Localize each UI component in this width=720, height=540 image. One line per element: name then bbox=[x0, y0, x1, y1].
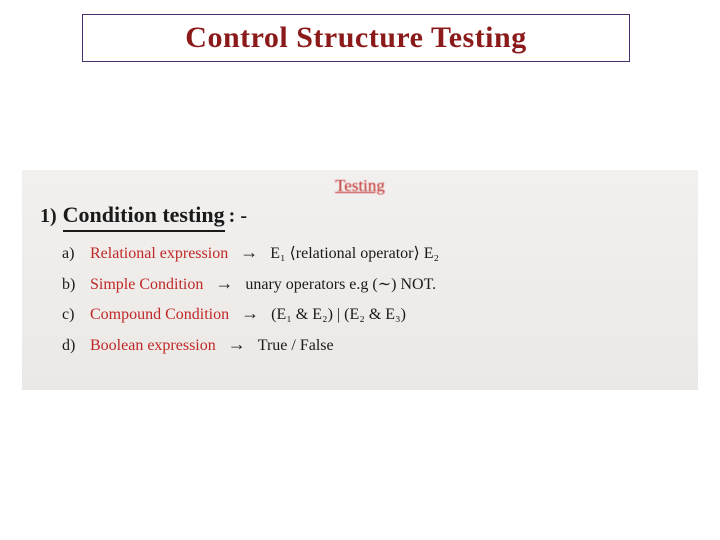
heading-suffix: : - bbox=[229, 205, 247, 228]
whiteboard-top-word: Testing bbox=[40, 176, 680, 196]
heading-row: 1) Condition testing : - bbox=[40, 202, 680, 232]
item-letter: a) bbox=[62, 243, 82, 265]
item-term: Simple Condition bbox=[90, 274, 203, 296]
item-letter: d) bbox=[62, 335, 82, 357]
item-letter: c) bbox=[62, 304, 82, 326]
arrow-icon: → bbox=[215, 271, 233, 295]
list-item: b) Simple Condition → unary operators e.… bbox=[62, 271, 680, 296]
arrow-icon: → bbox=[241, 301, 259, 325]
list-item: c) Compound Condition → (E₁ & E₂) | (E₂ … bbox=[62, 301, 680, 326]
item-list: a) Relational expression → E₁ ⟨relationa… bbox=[62, 240, 680, 356]
heading-text: Condition testing bbox=[63, 202, 225, 232]
item-letter: b) bbox=[62, 274, 82, 296]
page-title: Control Structure Testing bbox=[185, 21, 526, 55]
heading-number: 1) bbox=[40, 205, 57, 228]
title-box: Control Structure Testing bbox=[82, 14, 630, 62]
arrow-icon: → bbox=[228, 332, 246, 356]
list-item: d) Boolean expression → True / False bbox=[62, 332, 680, 357]
item-detail: unary operators e.g (∼) NOT. bbox=[245, 274, 436, 296]
item-term: Boolean expression bbox=[90, 335, 216, 357]
whiteboard-region: Testing 1) Condition testing : - a) Rela… bbox=[22, 170, 698, 390]
item-term: Compound Condition bbox=[90, 304, 229, 326]
arrow-icon: → bbox=[240, 240, 258, 264]
item-detail: (E₁ & E₂) | (E₂ & E₃) bbox=[271, 304, 406, 326]
item-detail: True / False bbox=[258, 335, 334, 357]
item-detail: E₁ ⟨relational operator⟩ E₂ bbox=[270, 243, 439, 265]
item-term: Relational expression bbox=[90, 243, 228, 265]
list-item: a) Relational expression → E₁ ⟨relationa… bbox=[62, 240, 680, 265]
